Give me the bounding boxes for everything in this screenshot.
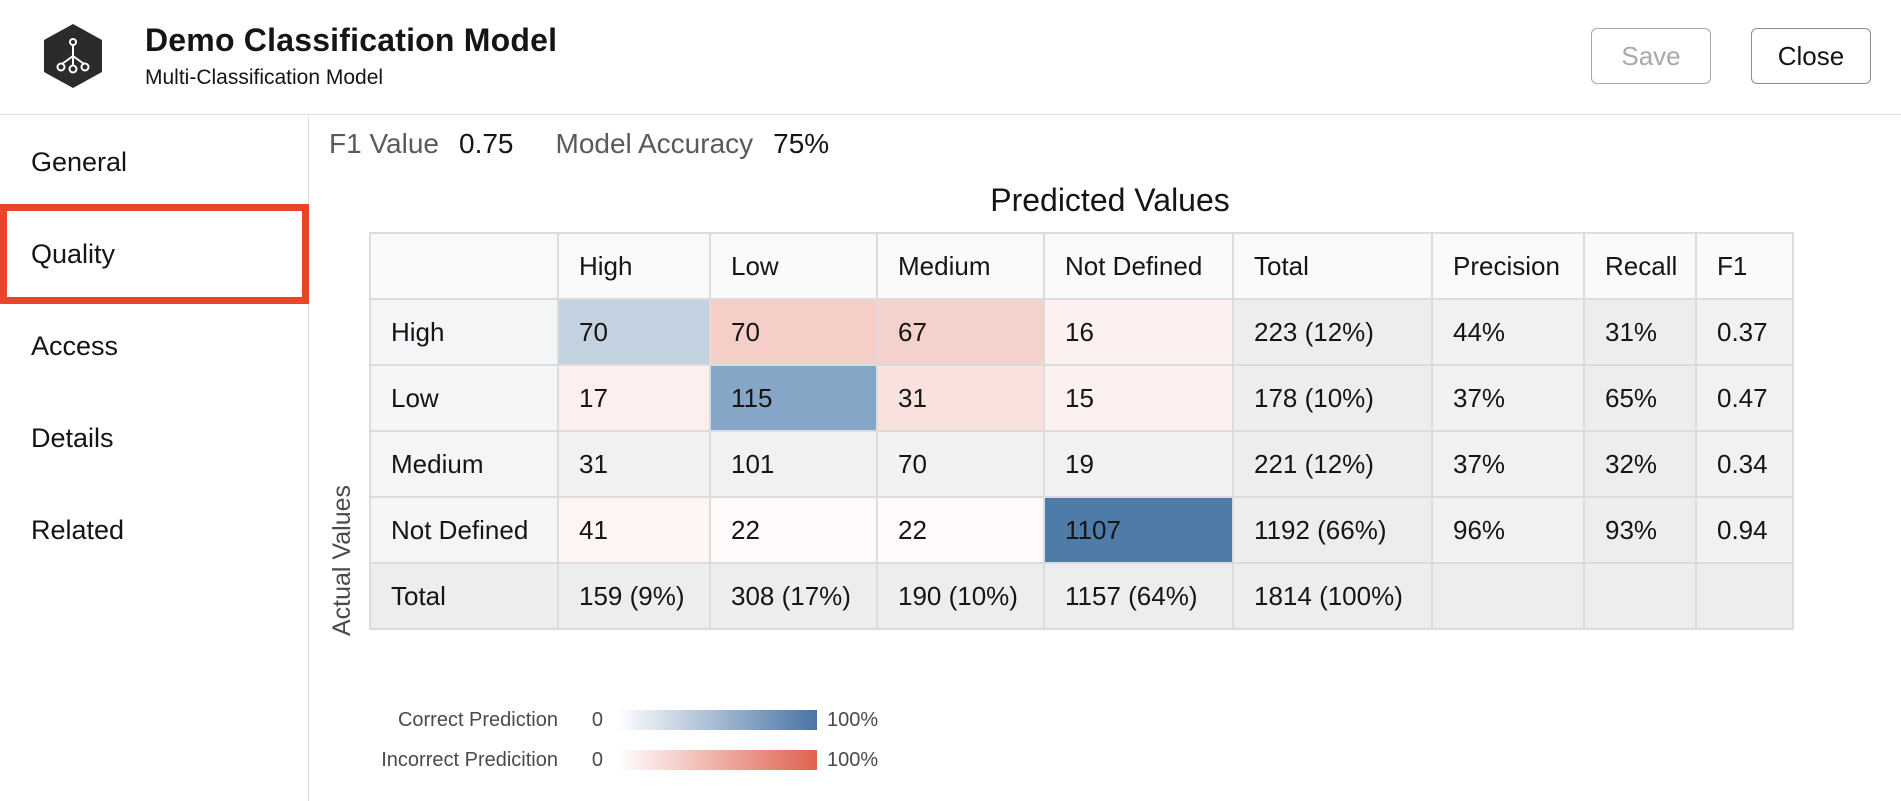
classification-model-icon — [44, 24, 102, 88]
legend-gradient-correct — [617, 710, 817, 730]
matrix-cell: 31 — [557, 430, 711, 498]
col-header: Medium — [876, 232, 1045, 300]
quality-metrics: F1 Value 0.75 Model Accuracy 75% — [329, 128, 871, 160]
accuracy-value: 75% — [773, 128, 830, 159]
f1-cell: 0.47 — [1695, 364, 1794, 432]
actual-values-title: Actual Values — [327, 484, 356, 636]
column-total: 159 (9%) — [557, 562, 711, 630]
column-total: 190 (10%) — [876, 562, 1045, 630]
legend-correct-label: Correct Prediction — [397, 708, 558, 731]
model-header: Demo Classification Model Multi-Classifi… — [0, 0, 1901, 115]
legend-min: 0 — [591, 748, 603, 771]
sidebar-item-details[interactable]: Details — [0, 392, 309, 484]
matrix-row: Low 17 115 31 15 178 (10%) 37% 65% 0.47 — [369, 364, 1794, 432]
recall-cell: 31% — [1583, 298, 1697, 366]
model-title: Demo Classification Model — [145, 22, 558, 58]
matrix-cell: 101 — [709, 430, 878, 498]
matrix-row: Medium 31 101 70 19 221 (12%) 37% 32% 0.… — [369, 430, 1794, 498]
col-header: High — [557, 232, 711, 300]
matrix-cell: 19 — [1043, 430, 1234, 498]
confusion-matrix: High Low Medium Not Defined Total Precis… — [369, 232, 1794, 630]
f1-value: 0.75 — [459, 128, 514, 159]
legend-max: 100% — [827, 748, 879, 771]
matrix-cell: 41 — [557, 496, 711, 564]
empty-cell — [1695, 562, 1794, 630]
matrix-cell: 67 — [876, 298, 1045, 366]
corner-cell — [369, 232, 559, 300]
col-header: Low — [709, 232, 878, 300]
legend-row-incorrect: Incorrect Predicition 0 100% — [369, 740, 878, 780]
empty-cell — [1431, 562, 1585, 630]
save-button[interactable]: Save — [1591, 28, 1711, 84]
sidebar-item-label: Related — [31, 514, 125, 545]
row-header: Low — [369, 364, 559, 432]
matrix-cell: 115 — [709, 364, 878, 432]
matrix-totals-row: Total 159 (9%) 308 (17%) 190 (10%) 1157 … — [369, 562, 1794, 630]
col-header: F1 — [1695, 232, 1794, 300]
row-header: Medium — [369, 430, 559, 498]
sidebar-item-label: Access — [31, 330, 119, 361]
precision-cell: 37% — [1431, 364, 1585, 432]
grand-total: 1814 (100%) — [1232, 562, 1433, 630]
matrix-cell: 16 — [1043, 298, 1234, 366]
matrix-header-row: High Low Medium Not Defined Total Precis… — [369, 232, 1794, 300]
precision-cell: 37% — [1431, 430, 1585, 498]
sidebar-item-access[interactable]: Access — [0, 300, 309, 392]
recall-cell: 93% — [1583, 496, 1697, 564]
precision-cell: 96% — [1431, 496, 1585, 564]
model-subtitle: Multi-Classification Model — [145, 66, 384, 89]
row-total: 1192 (66%) — [1232, 496, 1433, 564]
col-header: Not Defined — [1043, 232, 1234, 300]
matrix-cell: 70 — [557, 298, 711, 366]
matrix-row: High 70 70 67 16 223 (12%) 44% 31% 0.37 — [369, 298, 1794, 366]
matrix-cell: 70 — [709, 298, 878, 366]
recall-cell: 65% — [1583, 364, 1697, 432]
recall-cell: 32% — [1583, 430, 1697, 498]
col-header: Precision — [1431, 232, 1585, 300]
precision-cell: 44% — [1431, 298, 1585, 366]
accuracy-label: Model Accuracy — [555, 128, 754, 159]
matrix-cell: 15 — [1043, 364, 1234, 432]
sidebar-item-general[interactable]: General — [0, 116, 309, 208]
row-total: 221 (12%) — [1232, 430, 1433, 498]
color-legend: Correct Prediction 0 100% Incorrect Pred… — [369, 700, 878, 780]
sidebar-item-label: General — [31, 146, 128, 177]
legend-row-correct: Correct Prediction 0 100% — [369, 700, 878, 740]
row-header: Total — [369, 562, 559, 630]
f1-cell: 0.34 — [1695, 430, 1794, 498]
actual-values-title-wrap: Actual Values — [324, 440, 360, 680]
f1-cell: 0.37 — [1695, 298, 1794, 366]
matrix-cell: 31 — [876, 364, 1045, 432]
f1-cell: 0.94 — [1695, 496, 1794, 564]
matrix-row: Not Defined 41 22 22 1107 1192 (66%) 96%… — [369, 496, 1794, 564]
matrix-cell: 70 — [876, 430, 1045, 498]
sidebar-nav: General Quality Access Details Related — [0, 116, 309, 801]
legend-min: 0 — [591, 708, 603, 731]
col-header: Total — [1232, 232, 1433, 300]
sidebar-item-label: Quality — [31, 238, 116, 269]
f1-label: F1 Value — [329, 128, 439, 159]
legend-max: 100% — [827, 708, 879, 731]
sidebar-item-related[interactable]: Related — [0, 484, 309, 576]
matrix-cell: 22 — [876, 496, 1045, 564]
col-header: Recall — [1583, 232, 1697, 300]
close-button[interactable]: Close — [1751, 28, 1871, 84]
row-total: 178 (10%) — [1232, 364, 1433, 432]
matrix-cell: 17 — [557, 364, 711, 432]
empty-cell — [1583, 562, 1697, 630]
row-header: Not Defined — [369, 496, 559, 564]
matrix-cell: 22 — [709, 496, 878, 564]
legend-gradient-incorrect — [617, 750, 817, 770]
column-total: 308 (17%) — [709, 562, 878, 630]
row-header: High — [369, 298, 559, 366]
column-total: 1157 (64%) — [1043, 562, 1234, 630]
matrix-cell: 1107 — [1043, 496, 1234, 564]
sidebar-item-quality[interactable]: Quality — [0, 204, 309, 304]
sidebar-item-label: Details — [31, 422, 114, 453]
legend-incorrect-label: Incorrect Predicition — [381, 748, 558, 771]
predicted-values-title: Predicted Values — [990, 182, 1230, 218]
row-total: 223 (12%) — [1232, 298, 1433, 366]
